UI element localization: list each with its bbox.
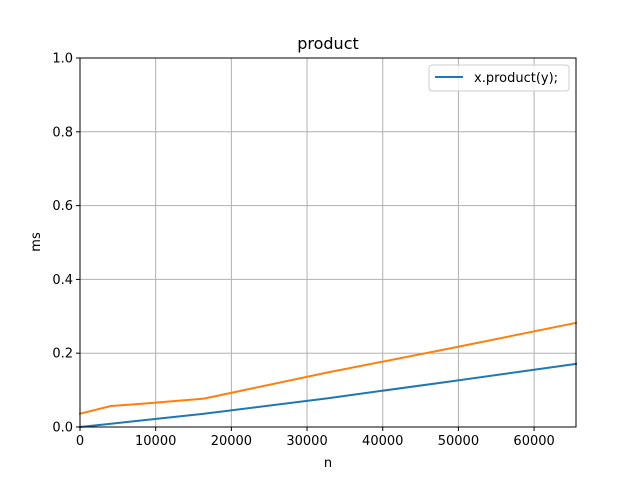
x-axis-label: n — [324, 456, 332, 471]
x-tick-label: 0 — [76, 434, 84, 449]
y-tick-label: 0.0 — [52, 421, 73, 436]
x-tick-label: 20000 — [211, 434, 252, 449]
y-axis-label: ms — [29, 232, 44, 252]
y-tick-label: 0.8 — [52, 125, 73, 140]
y-tick-label: 1.0 — [52, 52, 73, 67]
legend: x.product(y); — [428, 64, 570, 92]
legend-box — [428, 64, 570, 92]
axis-ticks: 0 10000 20000 30000 40000 50000 60000 0.0 0.2 0.4… — [52, 52, 554, 450]
x-tick-label: 50000 — [438, 434, 479, 449]
x-tick-label: 10000 — [135, 434, 176, 449]
legend-entry-label: x.product(y); — [474, 71, 558, 86]
y-tick-label: 0.2 — [52, 347, 73, 362]
y-tick-label: 0.6 — [52, 199, 73, 214]
x-tick-label: 60000 — [513, 434, 554, 449]
x-tick-label: 30000 — [286, 434, 327, 449]
y-tick-label: 0.4 — [52, 273, 73, 288]
series-line-0 — [78, 362, 578, 429]
series-line-1 — [78, 321, 578, 415]
chart-title: product — [297, 34, 359, 53]
x-tick-label: 40000 — [362, 434, 403, 449]
plot-area-frame — [79, 57, 577, 428]
series-lines — [78, 321, 578, 429]
